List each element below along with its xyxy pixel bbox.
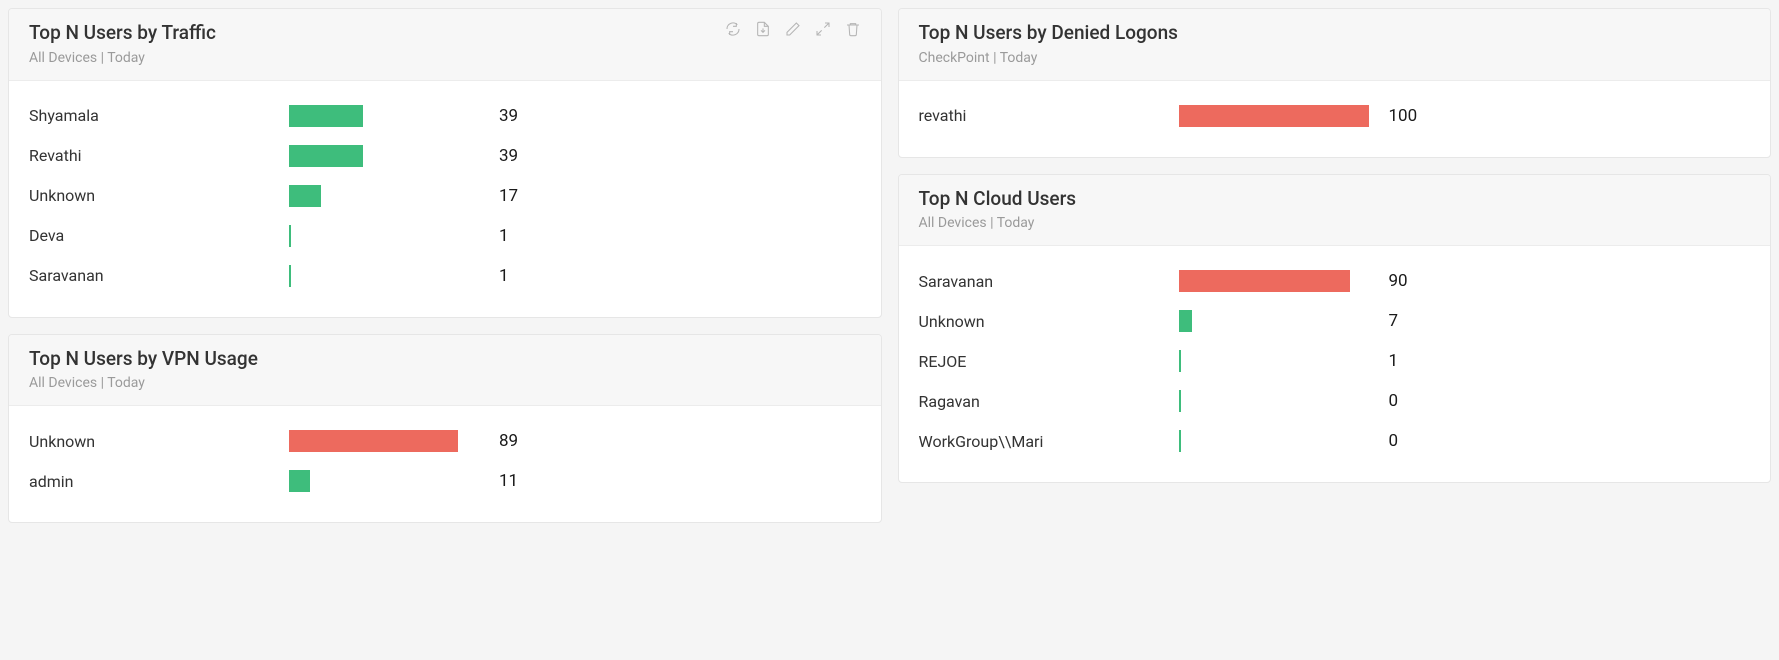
bar-track bbox=[1179, 390, 1369, 412]
bar-label: admin bbox=[29, 472, 289, 491]
panel-header: Top N Users by VPN Usage All Devices | T… bbox=[9, 335, 881, 407]
bar-row[interactable]: WorkGroup\\Mari 0 bbox=[919, 430, 1751, 452]
bar-track bbox=[1179, 105, 1369, 127]
bar-label: Shyamala bbox=[29, 106, 289, 125]
panel-header: Top N Cloud Users All Devices | Today bbox=[899, 175, 1771, 247]
bar-track bbox=[289, 185, 479, 207]
panel-title: Top N Cloud Users bbox=[919, 187, 1077, 212]
left-column: Top N Users by Traffic All Devices | Tod… bbox=[8, 8, 882, 523]
panel-subtitle: CheckPoint | Today bbox=[919, 50, 1178, 66]
bar-value: 39 bbox=[479, 146, 518, 166]
bar-track bbox=[289, 265, 479, 287]
panel-header-text: Top N Users by VPN Usage All Devices | T… bbox=[29, 347, 258, 392]
panel-subtitle: All Devices | Today bbox=[29, 50, 216, 66]
bar-label: Saravanan bbox=[919, 272, 1179, 291]
bar-track bbox=[1179, 270, 1369, 292]
bar-value: 7 bbox=[1369, 311, 1399, 331]
bar-row[interactable]: admin 11 bbox=[29, 470, 861, 492]
panel-subtitle: All Devices | Today bbox=[919, 215, 1077, 231]
bar-row[interactable]: Saravanan 90 bbox=[919, 270, 1751, 292]
delete-icon[interactable] bbox=[845, 21, 861, 37]
bar-fill bbox=[289, 225, 291, 247]
dashboard: Top N Users by Traffic All Devices | Tod… bbox=[8, 8, 1771, 523]
bar-fill bbox=[289, 430, 458, 452]
bar-track bbox=[1179, 430, 1369, 452]
panel-header: Top N Users by Traffic All Devices | Tod… bbox=[9, 9, 881, 81]
panel-denied: Top N Users by Denied Logons CheckPoint … bbox=[898, 8, 1772, 158]
bar-row[interactable]: Unknown 89 bbox=[29, 430, 861, 452]
bar-fill bbox=[289, 470, 310, 492]
bar-value: 0 bbox=[1369, 431, 1399, 451]
bar-fill bbox=[289, 145, 363, 167]
bar-value: 1 bbox=[1369, 351, 1399, 371]
bar-label: Deva bbox=[29, 226, 289, 245]
bar-track bbox=[1179, 350, 1369, 372]
edit-icon[interactable] bbox=[785, 21, 801, 37]
panel-traffic: Top N Users by Traffic All Devices | Tod… bbox=[8, 8, 882, 318]
bar-track bbox=[289, 430, 479, 452]
panel-header: Top N Users by Denied Logons CheckPoint … bbox=[899, 9, 1771, 81]
bar-value: 11 bbox=[479, 471, 518, 491]
bar-track bbox=[289, 225, 479, 247]
panel-title: Top N Users by Denied Logons bbox=[919, 21, 1178, 46]
panel-title: Top N Users by VPN Usage bbox=[29, 347, 258, 372]
bar-row[interactable]: REJOE 1 bbox=[919, 350, 1751, 372]
bar-label: revathi bbox=[919, 106, 1179, 125]
panel-cloud: Top N Cloud Users All Devices | Today Sa… bbox=[898, 174, 1772, 484]
bar-fill bbox=[1179, 350, 1181, 372]
bar-row[interactable]: Shyamala 39 bbox=[29, 105, 861, 127]
bar-label: Saravanan bbox=[29, 266, 289, 285]
bar-row[interactable]: Unknown 17 bbox=[29, 185, 861, 207]
panel-actions bbox=[725, 21, 861, 37]
bar-row[interactable]: Unknown 7 bbox=[919, 310, 1751, 332]
bar-fill bbox=[289, 265, 291, 287]
bar-value: 89 bbox=[479, 431, 518, 451]
bar-fill bbox=[1179, 105, 1369, 127]
bar-label: Revathi bbox=[29, 146, 289, 165]
bar-value: 100 bbox=[1369, 106, 1418, 126]
bar-label: Unknown bbox=[29, 186, 289, 205]
bar-value: 39 bbox=[479, 106, 518, 126]
panel-body: revathi 100 bbox=[899, 81, 1771, 157]
bar-value: 17 bbox=[479, 186, 518, 206]
panel-header-text: Top N Users by Traffic All Devices | Tod… bbox=[29, 21, 216, 66]
panel-header-text: Top N Users by Denied Logons CheckPoint … bbox=[919, 21, 1178, 66]
bar-row[interactable]: Deva 1 bbox=[29, 225, 861, 247]
bar-row[interactable]: Saravanan 1 bbox=[29, 265, 861, 287]
panel-body: Unknown 89 admin 11 bbox=[9, 406, 881, 522]
bar-row[interactable]: revathi 100 bbox=[919, 105, 1751, 127]
bar-value: 1 bbox=[479, 266, 509, 286]
bar-label: Unknown bbox=[919, 312, 1179, 331]
panel-vpn: Top N Users by VPN Usage All Devices | T… bbox=[8, 334, 882, 524]
bar-label: REJOE bbox=[919, 352, 1179, 371]
bar-fill bbox=[1179, 390, 1181, 412]
bar-fill bbox=[289, 185, 321, 207]
right-column: Top N Users by Denied Logons CheckPoint … bbox=[898, 8, 1772, 523]
panel-header-text: Top N Cloud Users All Devices | Today bbox=[919, 187, 1077, 232]
bar-value: 90 bbox=[1369, 271, 1408, 291]
panel-subtitle: All Devices | Today bbox=[29, 375, 258, 391]
bar-fill bbox=[1179, 430, 1181, 452]
bar-fill bbox=[1179, 310, 1192, 332]
bar-row[interactable]: Ragavan 0 bbox=[919, 390, 1751, 412]
bar-track bbox=[289, 105, 479, 127]
bar-track bbox=[289, 470, 479, 492]
refresh-icon[interactable] bbox=[725, 21, 741, 37]
bar-label: Ragavan bbox=[919, 392, 1179, 411]
bar-track bbox=[1179, 310, 1369, 332]
bar-fill bbox=[1179, 270, 1350, 292]
bar-label: WorkGroup\\Mari bbox=[919, 432, 1179, 451]
panel-body: Saravanan90Unknown7REJOE1Ragavan0WorkGro… bbox=[899, 246, 1771, 482]
bar-fill bbox=[289, 105, 363, 127]
panel-body: Shyamala39Revathi39Unknown17Deva1Saravan… bbox=[9, 81, 881, 317]
expand-icon[interactable] bbox=[815, 21, 831, 37]
bar-row[interactable]: Revathi 39 bbox=[29, 145, 861, 167]
bar-label: Unknown bbox=[29, 432, 289, 451]
bar-track bbox=[289, 145, 479, 167]
bar-value: 0 bbox=[1369, 391, 1399, 411]
panel-title: Top N Users by Traffic bbox=[29, 21, 216, 46]
export-icon[interactable] bbox=[755, 21, 771, 37]
bar-value: 1 bbox=[479, 226, 509, 246]
